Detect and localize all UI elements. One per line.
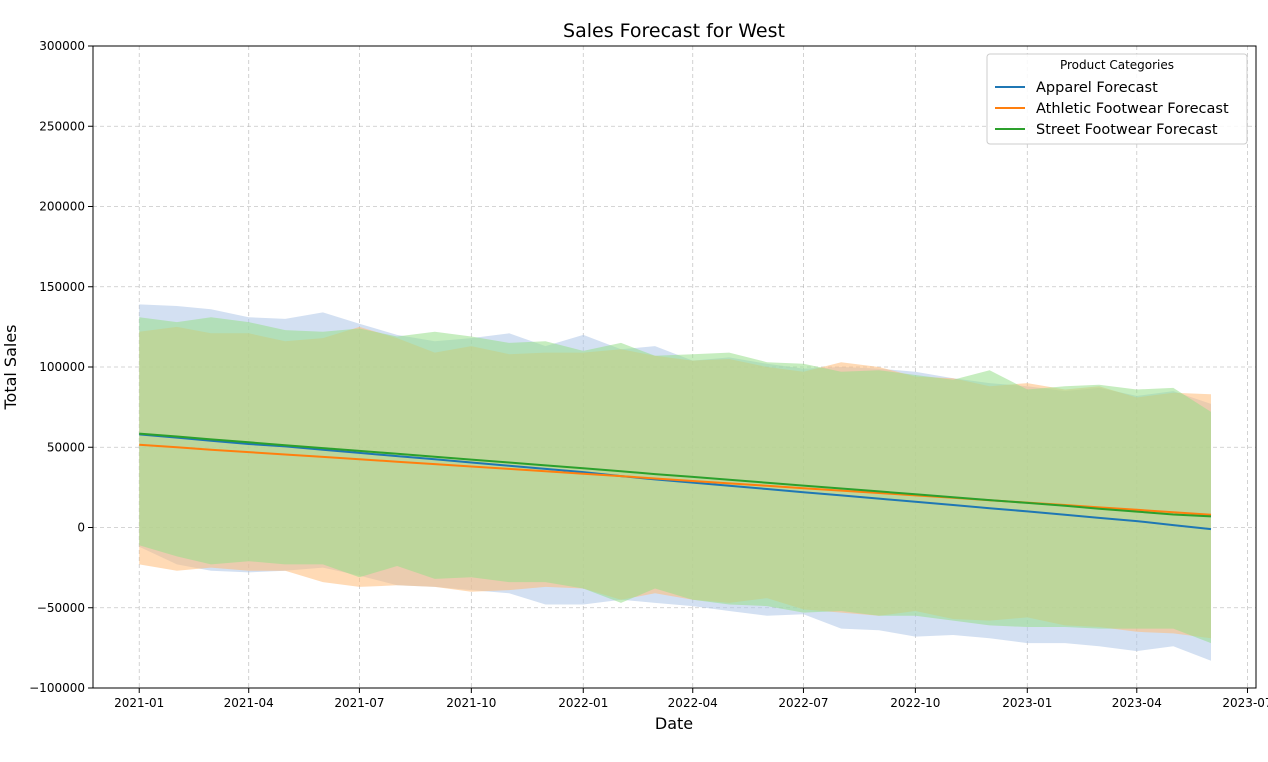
legend-box (986, 53, 1248, 145)
legend-title: Product Categories (1060, 58, 1174, 72)
y-axis-ticks: 300000 250000 200000 150000 100000 50000 0 −500… (29, 39, 93, 695)
y-tick-label: 50000 (47, 440, 85, 454)
y-tick-label: 300000 (39, 39, 85, 53)
y-tick-label: 250000 (39, 119, 85, 133)
x-tick-label: 2023-04 (1112, 696, 1162, 710)
y-tick-label: −50000 (37, 601, 85, 615)
legend-label: Apparel Forecast (1036, 80, 1158, 96)
x-tick-label: 2023-07 (1222, 696, 1268, 710)
y-tick-label: 200000 (39, 200, 85, 214)
x-tick-label: 2021-07 (334, 696, 384, 710)
x-tick-label: 2021-10 (446, 696, 496, 710)
x-tick-label: 2022-01 (558, 696, 608, 710)
x-tick-label: 2021-04 (224, 696, 274, 710)
x-tick-label: 2021-01 (114, 696, 164, 710)
x-tick-label: 2022-04 (668, 696, 718, 710)
forecast-line-0 (139, 433, 1212, 531)
y-axis-label: Total Sales (1, 324, 20, 410)
legend: Product Categories Apparel Forecast Athle… (986, 53, 1248, 145)
forecast-lines (139, 432, 1212, 531)
y-tick-label: 100000 (39, 360, 85, 374)
x-axis-ticks: 2021-01 2021-04 2021-07 2021-10 2022-01 2022-… (114, 688, 1268, 710)
forecast-line-2 (139, 432, 1212, 518)
x-tick-label: 2023-01 (1002, 696, 1052, 710)
legend-label: Street Footwear Forecast (1036, 122, 1218, 138)
y-tick-label: 150000 (39, 280, 85, 294)
x-tick-label: 2022-07 (778, 696, 828, 710)
chart-title: Sales Forecast for West (563, 20, 785, 42)
y-tick-label: 0 (77, 521, 85, 535)
x-axis-label: Date (655, 714, 693, 733)
x-tick-label: 2022-10 (890, 696, 940, 710)
confidence-bands (139, 304, 1212, 661)
y-tick-label: −100000 (29, 681, 85, 695)
legend-label: Athletic Footwear Forecast (1036, 101, 1229, 117)
